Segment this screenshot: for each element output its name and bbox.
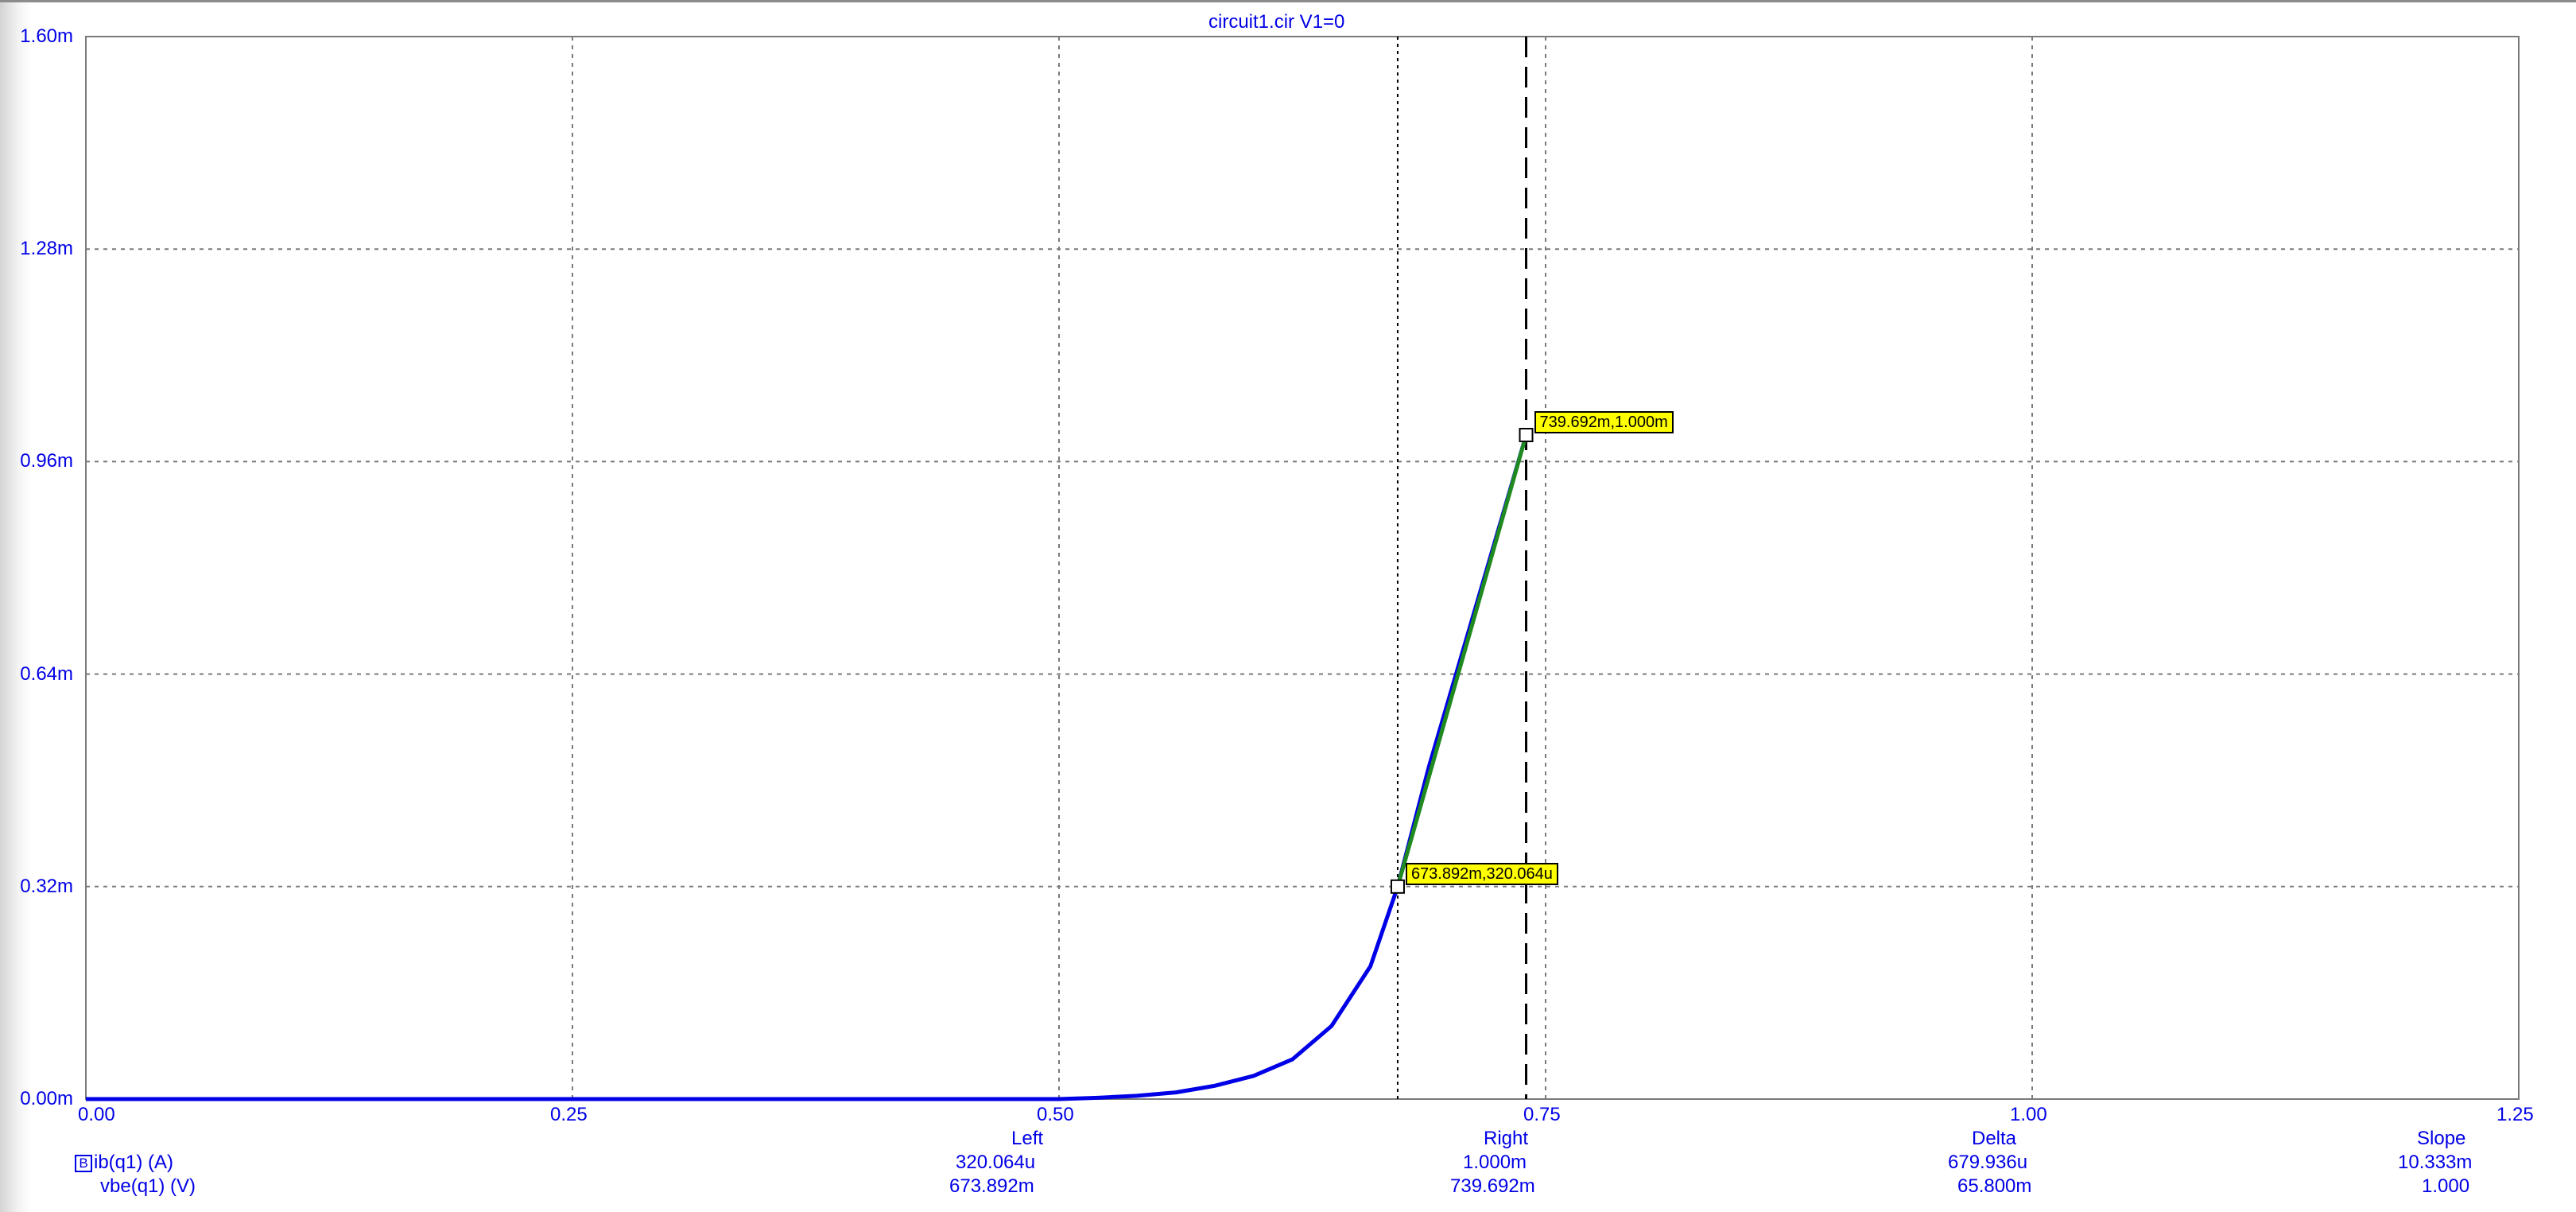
y-tick-label: 1.28m: [20, 238, 73, 260]
readout-ib-right: 1.000m: [1463, 1152, 1527, 1173]
y-tick-label: 0.96m: [20, 450, 73, 472]
x-tick-label: 0.25: [550, 1104, 588, 1125]
readout-vbe-delta: 65.800m: [1957, 1175, 2032, 1197]
readout-trace-ib-name: ib(q1) (A): [94, 1152, 174, 1173]
readout-vbe-slope: 1.000: [2422, 1175, 2470, 1197]
readout-ib-delta: 679.936u: [1948, 1152, 2028, 1173]
left-cursor-label: 673.892m,320.064u: [1405, 862, 1558, 885]
readout-ib-left: 320.064u: [956, 1152, 1036, 1173]
readout-vbe-right: 739.692m: [1450, 1175, 1535, 1197]
window-top-border: [0, 0, 2576, 2]
y-tick-label: 0.00m: [20, 1088, 73, 1109]
readout-col-delta: Delta: [1972, 1128, 2017, 1149]
readout-col-left: Left: [1011, 1128, 1044, 1149]
readout-ib-slope: 10.333m: [2398, 1152, 2473, 1173]
readout-col-slope: Slope: [2417, 1128, 2466, 1149]
x-tick-label: 0.75: [1523, 1104, 1561, 1125]
x-tick-label: 0.00: [78, 1104, 115, 1125]
series-line-ib: [86, 434, 1528, 1101]
right-cursor-label: 739.692m,1.000m: [1534, 411, 1674, 433]
window-left-edge: [0, 2, 32, 1212]
y-tick-label: 0.32m: [20, 875, 73, 897]
plot-frame: [85, 36, 2520, 1100]
chart-title: circuit1.cir V1=0: [1208, 11, 1345, 33]
x-tick-label: 0.50: [1037, 1104, 1074, 1125]
y-tick-label: 1.60m: [20, 25, 73, 47]
right-cursor-marker: [1519, 428, 1534, 442]
readout-trace-vbe[interactable]: vbe(q1) (V): [100, 1175, 196, 1197]
y-tick-label: 0.64m: [20, 662, 73, 685]
readout-vbe-left: 673.892m: [949, 1175, 1034, 1197]
left-cursor-marker: [1390, 879, 1405, 894]
trace-marker[interactable]: B: [75, 1154, 92, 1172]
readout-col-right: Right: [1484, 1128, 1529, 1149]
x-tick-label: 1.25: [2496, 1104, 2534, 1125]
x-tick-label: 1.00: [2010, 1104, 2047, 1125]
cursor-chord-line: [1395, 434, 1528, 888]
